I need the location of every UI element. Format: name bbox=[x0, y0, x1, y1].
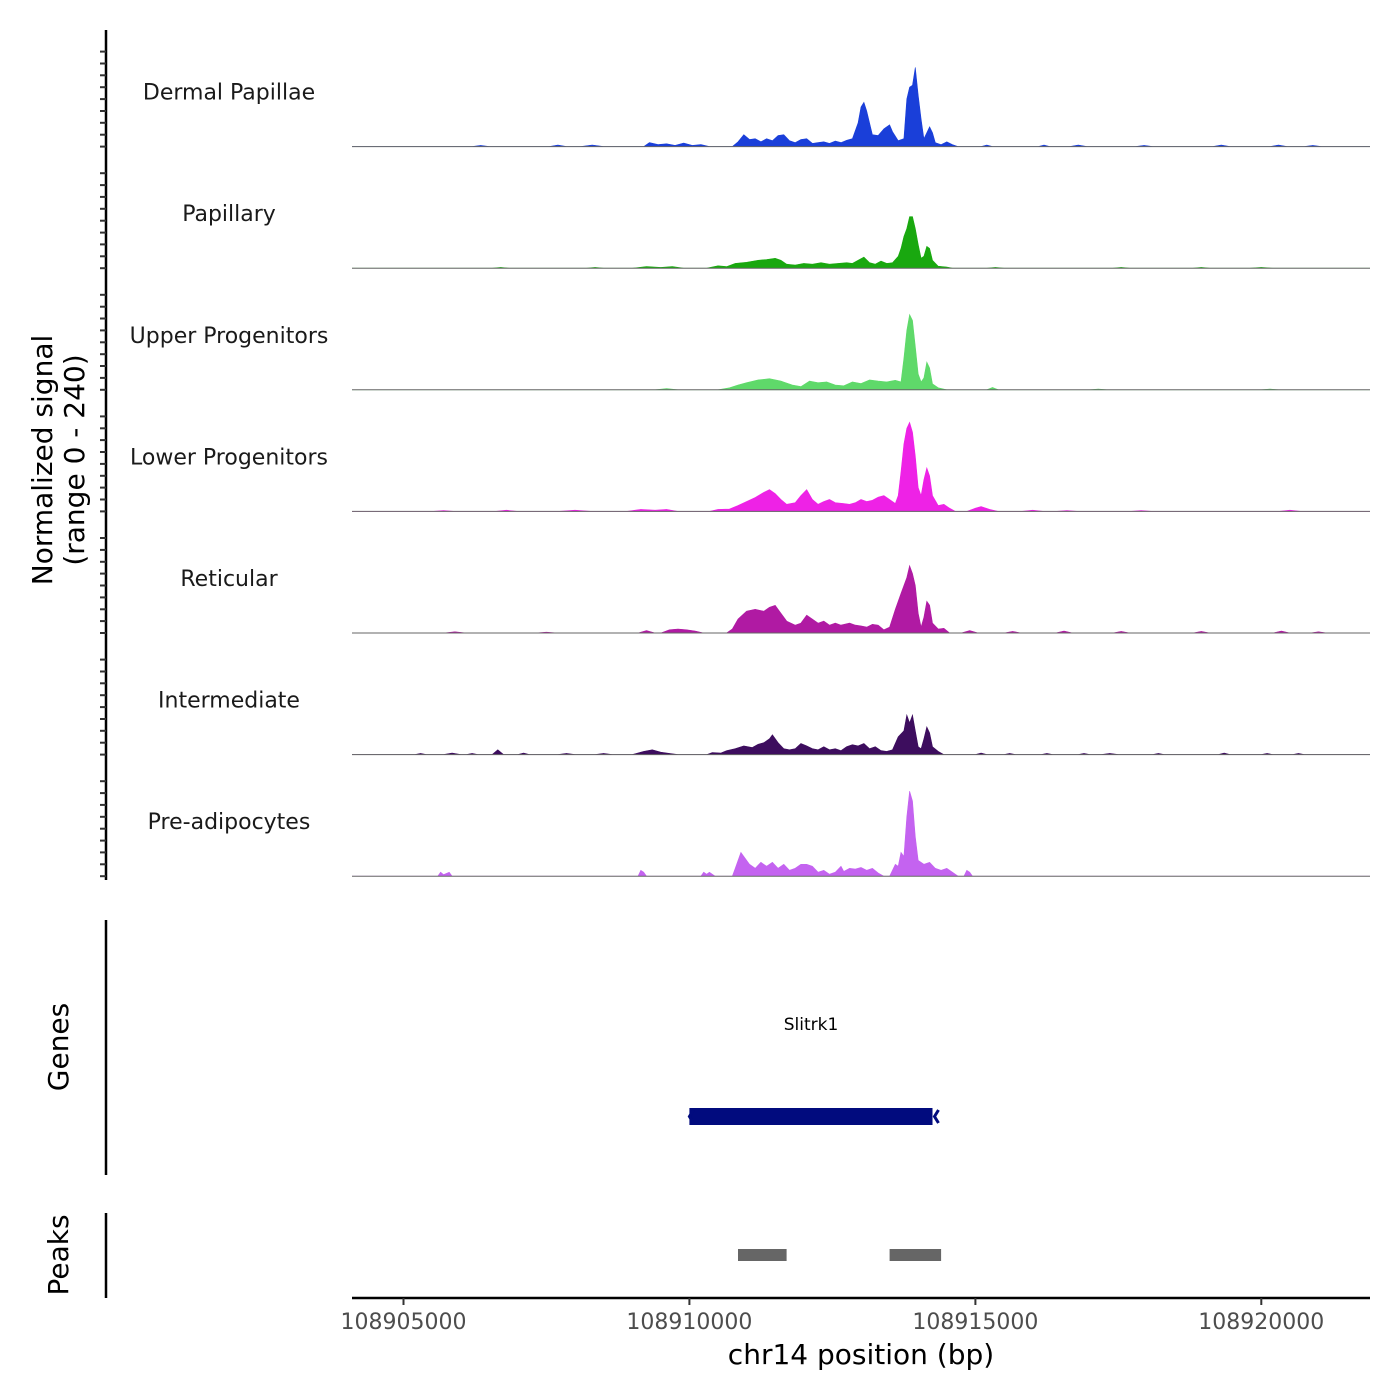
track-label-upper-progenitors: Upper Progenitors bbox=[130, 324, 329, 349]
track-lower-progenitors: Lower Progenitors bbox=[130, 421, 1370, 512]
x-tick-label: 108905000 bbox=[341, 1310, 467, 1335]
signal-area-reticular bbox=[352, 564, 1370, 634]
gene-label: Slitrk1 bbox=[784, 1015, 839, 1035]
signal-area-upper-progenitors bbox=[352, 313, 1370, 391]
signal-area-dermal-papillae bbox=[352, 67, 1370, 147]
x-tick-label: 108915000 bbox=[912, 1310, 1038, 1335]
signal-area-pre-adipocytes bbox=[352, 791, 1370, 877]
signal-y-ticks bbox=[100, 50, 106, 878]
x-tick-label: 108920000 bbox=[1198, 1310, 1324, 1335]
track-label-reticular: Reticular bbox=[180, 567, 278, 592]
y-axis-title-line1: Normalized signal bbox=[26, 335, 59, 586]
gene-track: Slitrk1 bbox=[687, 1015, 940, 1125]
track-label-papillary: Papillary bbox=[182, 202, 276, 227]
track-upper-progenitors: Upper Progenitors bbox=[130, 313, 1370, 391]
gene-body bbox=[689, 1108, 933, 1125]
track-label-pre-adipocytes: Pre-adipocytes bbox=[148, 810, 311, 835]
track-papillary: Papillary bbox=[182, 202, 1370, 269]
track-intermediate: Intermediate bbox=[158, 689, 1370, 756]
gene-strand-arrow bbox=[687, 1109, 695, 1124]
signal-tracks: Dermal Papillae Papillary Upper Progenitor… bbox=[130, 67, 1370, 877]
peaks-panel-title: Peaks bbox=[42, 1214, 75, 1295]
track-dermal-papillae: Dermal Papillae bbox=[143, 67, 1370, 148]
track-label-dermal-papillae: Dermal Papillae bbox=[143, 81, 315, 106]
y-axis-title-line2: (range 0 - 240) bbox=[58, 354, 91, 565]
peak-track bbox=[738, 1249, 942, 1261]
x-tick-label: 108910000 bbox=[626, 1310, 752, 1335]
signal-area-lower-progenitors bbox=[352, 421, 1370, 512]
signal-area-intermediate bbox=[352, 713, 1370, 755]
signal-area-papillary bbox=[352, 216, 1370, 269]
track-label-lower-progenitors: Lower Progenitors bbox=[130, 445, 328, 470]
x-axis-ticks: 108905000 108910000 108915000 108920000 bbox=[341, 1298, 1324, 1335]
peak-bar bbox=[889, 1249, 942, 1261]
track-reticular: Reticular bbox=[180, 564, 1370, 634]
x-axis-title: chr14 position (bp) bbox=[728, 1338, 994, 1371]
genes-panel-title: Genes bbox=[42, 1003, 75, 1091]
track-pre-adipocytes: Pre-adipocytes bbox=[148, 791, 1370, 877]
gene-strand-arrow bbox=[932, 1109, 940, 1124]
peak-bar bbox=[738, 1249, 787, 1261]
track-label-intermediate: Intermediate bbox=[158, 689, 300, 714]
